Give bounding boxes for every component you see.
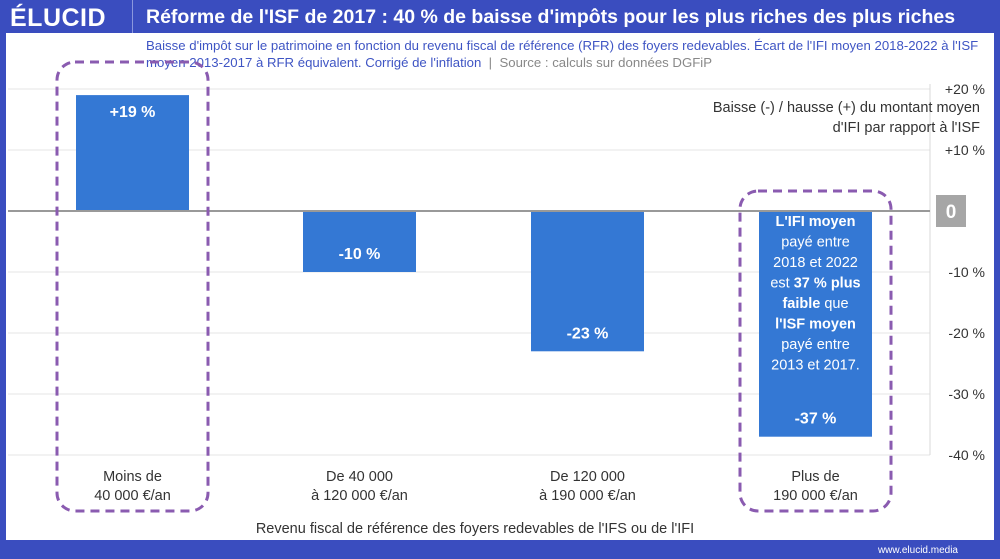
x-tick-label: Plus de: [791, 469, 839, 485]
y-tick-label: -10 %: [948, 264, 985, 280]
bar: [303, 211, 416, 272]
chart-subtitle: Baisse d'impôt sur le patrimoine en fonc…: [146, 38, 979, 70]
annotation-line: est 37 % plus: [770, 276, 860, 292]
x-tick-label: De 120 000: [550, 469, 625, 485]
bar: [76, 95, 189, 211]
chart-title: Réforme de l'ISF de 2017 : 40 % de baiss…: [146, 6, 956, 28]
highlight-box: [738, 189, 893, 513]
annotation-line: payé entre: [781, 235, 850, 251]
x-tick-label: Moins de: [103, 469, 162, 485]
annotation-line: L'IFI moyen: [776, 214, 856, 230]
y-tick-label: +20 %: [945, 81, 985, 97]
annotation-line: payé entre: [781, 337, 850, 353]
y-axis-label: Baisse (-) / hausse (+) du montant moyen: [713, 100, 980, 116]
subtitle-text: Baisse d'impôt sur le patrimoine en fonc…: [146, 38, 979, 70]
annotation-line: 2013 et 2017.: [771, 358, 860, 374]
bar-data-label: +19 %: [110, 104, 156, 121]
y-tick-label: -30 %: [948, 386, 985, 402]
x-axis-label: Revenu fiscal de référence des foyers re…: [256, 521, 694, 537]
elucid-logo: ÉLUCID: [10, 4, 107, 32]
x-tick-label: à 190 000 €/an: [539, 488, 636, 504]
annotation-line: faible que: [782, 296, 848, 312]
zero-badge: [936, 195, 966, 227]
y-axis-label: d'IFI par rapport à l'ISF: [833, 120, 981, 136]
bar: [531, 211, 644, 352]
x-tick-label: 190 000 €/an: [773, 488, 858, 504]
bar-data-label: -10 %: [339, 246, 381, 263]
highlight-box: [55, 60, 210, 513]
x-tick-label: De 40 000: [326, 469, 393, 485]
annotation-line: 2018 et 2022: [773, 255, 858, 271]
y-tick-label: 0: [946, 202, 957, 223]
bar-data-label: -23 %: [567, 325, 609, 342]
bar: [759, 211, 872, 437]
bar-data-label: -37 %: [795, 411, 837, 428]
x-tick-label: 40 000 €/an: [94, 488, 171, 504]
source-text: Source : calculs sur données DGFiP: [499, 55, 712, 70]
header-divider: [132, 0, 133, 33]
annotation-line: l'ISF moyen: [775, 317, 856, 333]
x-tick-label: à 120 000 €/an: [311, 488, 408, 504]
footer-url[interactable]: www.elucid.media: [877, 545, 958, 556]
y-tick-label: -20 %: [948, 325, 985, 341]
y-tick-label: -40 %: [948, 447, 985, 463]
y-tick-label: +10 %: [945, 142, 985, 158]
